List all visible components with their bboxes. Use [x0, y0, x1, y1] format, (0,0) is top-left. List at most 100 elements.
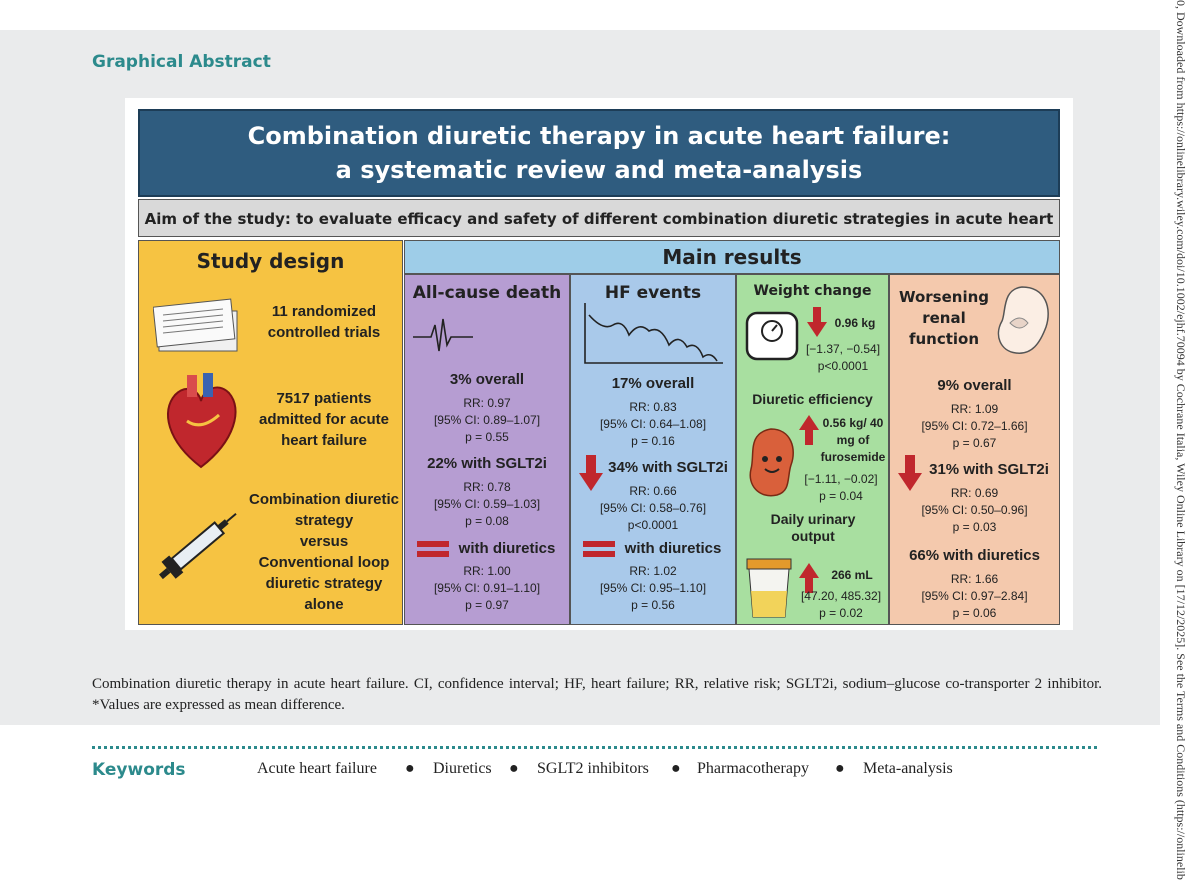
down-arrow-icon — [898, 455, 922, 491]
efficiency-value: 0.56 kg/ 40 mg of furosemide — [820, 416, 886, 464]
strategy-combination: Combination diuretic strategy — [249, 491, 399, 529]
renal-diur-rr: RR: 1.66 — [950, 572, 999, 586]
bullet-icon: ● — [509, 760, 519, 777]
trials-count: 11 randomized controlled trials — [267, 303, 381, 341]
hf-diur-ci: [95% CI: 0.95–1.10] — [599, 581, 707, 595]
hf-overall: 17% overall — [611, 375, 695, 392]
equal-icon-bar-1 — [583, 541, 615, 547]
death-diuretics: with diuretics — [458, 540, 556, 557]
keyword-item[interactable]: Acute heart failure — [257, 760, 377, 777]
heart-icon — [167, 373, 237, 469]
keyword-item[interactable]: SGLT2 inhibitors — [537, 760, 649, 777]
aim-statement: Aim of the study: to evaluate efficacy a… — [138, 199, 1060, 266]
abstract-title: Combination diuretic therapy in acute he… — [138, 109, 1060, 197]
efficiency-p: p = 0.04 — [819, 489, 863, 503]
death-overall: 3% overall — [449, 371, 525, 388]
up-arrow-icon — [799, 415, 819, 445]
side-download-note: 0, Downloaded from https://onlinelibrary… — [1162, 0, 1192, 880]
hf-sglt2: 34% with SGLT2i — [608, 459, 728, 476]
hf-diur-rr: RR: 1.02 — [629, 564, 677, 578]
renal-diur-ci: [95% CI: 0.97–2.84] — [921, 589, 1028, 603]
bullet-icon: ● — [835, 760, 845, 777]
renal-header: Worsening renal function — [898, 288, 990, 348]
study-design-header: Study design — [196, 249, 345, 273]
hf-diuretics: with diuretics — [624, 540, 722, 557]
renal-diur-p: p = 0.06 — [952, 606, 997, 620]
study-design-column: Study design 11 randomized controlled tr… — [138, 240, 403, 625]
ecg-icon — [413, 318, 473, 352]
hf-diur-p: p = 0.56 — [631, 598, 675, 612]
kidney-icon — [997, 286, 1049, 354]
death-sglt2-rr: RR: 0.78 — [463, 480, 511, 494]
weight-column: Weight change 0.96 kg [−1.37, −0.54] p<0… — [736, 274, 889, 625]
death-overall-rr: RR: 0.97 — [463, 396, 511, 410]
hf-curve-icon — [584, 303, 723, 364]
patients-count: 7517 patients admitted for acute heart f… — [258, 390, 390, 449]
title-line-2: a systematic review and meta-analysis — [335, 156, 863, 184]
renal-sglt2: 31% with SGLT2i — [929, 461, 1049, 478]
efficiency-header: Diuretic efficiency — [752, 391, 873, 407]
renal-overall-ci: [95% CI: 0.72–1.66] — [921, 419, 1028, 433]
hf-sglt2-ci: [95% CI: 0.58–0.76] — [599, 501, 707, 515]
hf-overall-rr: RR: 0.83 — [629, 400, 677, 414]
keyword-item[interactable]: Meta-analysis — [863, 760, 953, 777]
syringe-icon — [159, 513, 237, 580]
weight-p: p<0.0001 — [817, 359, 869, 373]
equal-icon-bar-2 — [417, 551, 449, 557]
renal-sglt2-rr: RR: 0.69 — [950, 486, 999, 500]
urine-header: Daily urinary output — [770, 511, 856, 544]
strategy-versus: versus — [299, 533, 349, 550]
weight-value: 0.96 kg — [834, 316, 876, 330]
death-diur-p: p = 0.97 — [465, 598, 509, 612]
kidney-character-icon — [749, 428, 794, 497]
figure-caption: Combination diuretic therapy in acute he… — [92, 676, 1102, 713]
weight-header: Weight change — [753, 283, 872, 299]
death-diur-ci: [95% CI: 0.91–1.10] — [433, 581, 541, 595]
renal-sglt2-p: p = 0.03 — [952, 520, 997, 534]
dotted-divider — [92, 746, 1097, 749]
death-sglt2-p: p = 0.08 — [465, 514, 509, 528]
renal-sglt2-ci: [95% CI: 0.50–0.96] — [921, 503, 1028, 517]
efficiency-ci: [−1.11, −0.02] — [804, 472, 878, 486]
hf-overall-p: p = 0.16 — [631, 434, 675, 448]
renal-overall: 9% overall — [937, 377, 1012, 394]
death-overall-p: p = 0.55 — [465, 430, 509, 444]
hf-sglt2-rr: RR: 0.66 — [629, 484, 677, 498]
renal-overall-rr: RR: 1.09 — [950, 402, 999, 416]
death-overall-ci: [95% CI: 0.89–1.07] — [433, 413, 541, 427]
death-diur-rr: RR: 1.00 — [463, 564, 511, 578]
graphical-abstract: Combination diuretic therapy in acute he… — [125, 98, 1073, 630]
bullet-icon: ● — [405, 760, 415, 777]
urine-value: 266 mL — [831, 568, 873, 582]
equal-icon-bar-2 — [583, 551, 615, 557]
hf-overall-ci: [95% CI: 0.64–1.08] — [599, 417, 707, 431]
section-label: Graphical Abstract — [92, 52, 271, 72]
newspaper-icon — [153, 298, 238, 352]
death-sglt2: 22% with SGLT2i — [427, 455, 547, 472]
urine-p: p = 0.02 — [819, 606, 863, 620]
main-results-header: Main results — [404, 240, 1060, 274]
weight-ci: [−1.37, −0.54] — [805, 342, 881, 356]
down-arrow-icon — [579, 455, 603, 491]
hf-header: HF events — [604, 283, 702, 303]
renal-overall-p: p = 0.67 — [952, 436, 997, 450]
scale-icon — [745, 311, 799, 361]
urine-ci: [47.20, 485.32] — [800, 589, 882, 603]
title-line-1: Combination diuretic therapy in acute he… — [247, 122, 951, 150]
down-arrow-icon — [807, 307, 827, 337]
urine-cup-icon — [746, 558, 792, 618]
death-header: All-cause death — [412, 283, 562, 303]
keyword-item[interactable]: Diuretics — [433, 760, 492, 777]
renal-diuretics: 66% with diuretics — [909, 547, 1040, 564]
keyword-item[interactable]: Pharmacotherapy — [697, 760, 809, 777]
renal-column: Worsening renal function 9% overall RR: … — [889, 274, 1060, 625]
death-sglt2-ci: [95% CI: 0.59–1.03] — [433, 497, 541, 511]
hf-sglt2-p: p<0.0001 — [627, 518, 679, 532]
bullet-icon: ● — [671, 760, 681, 777]
up-arrow-icon — [799, 563, 819, 593]
hf-events-column: HF events 17% overall RR: 0.83 [95% CI: … — [570, 274, 736, 625]
all-cause-death-column: All-cause death 3% overall RR: 0.97 [95%… — [404, 274, 570, 625]
side-note-text: 0, Downloaded from https://onlinelibrary… — [1174, 0, 1188, 880]
equal-icon-bar-1 — [417, 541, 449, 547]
strategy-conventional: Conventional loop diuretic strategy alon… — [258, 554, 390, 613]
